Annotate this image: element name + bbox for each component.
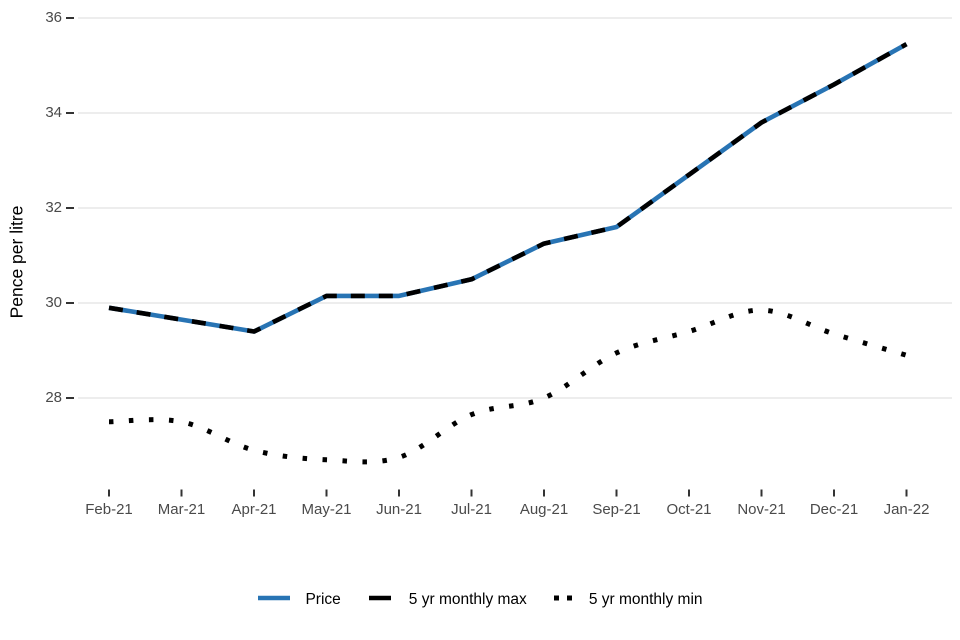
legend-label: 5 yr monthly max <box>408 591 527 608</box>
legend-label: Price <box>305 591 341 608</box>
legend-item-5-yr-monthly-min: 5 yr monthly min <box>551 591 703 609</box>
price-line <box>108 42 908 334</box>
min-line <box>108 307 908 465</box>
x-tick-label: Dec-21 <box>809 501 859 518</box>
y-tick-label: 36 <box>45 9 62 26</box>
legend-swatch <box>551 591 575 609</box>
max-line <box>108 42 908 334</box>
y-tick-label: 32 <box>45 199 62 216</box>
max-line-swatch-icon <box>368 595 391 601</box>
min-line-swatch-icon <box>553 595 573 601</box>
legend-label: 5 yr monthly min <box>588 591 703 608</box>
price-line-swatch-icon <box>258 595 291 601</box>
y-tick-label: 30 <box>45 294 62 311</box>
x-tick-label: Apr-21 <box>231 501 277 518</box>
x-tick-label: Nov-21 <box>737 501 786 518</box>
legend: Price 5 yr monthly max 5 yr monthly min <box>0 585 960 615</box>
x-tick-label: Jul-21 <box>451 501 492 518</box>
y-tick-label: 34 <box>45 104 62 121</box>
x-tick-label: Mar-21 <box>157 501 206 518</box>
x-tick-label: Aug-21 <box>519 501 569 518</box>
x-tick-label: Feb-21 <box>85 501 133 518</box>
x-tick-label: Jan-22 <box>883 501 930 518</box>
x-tick-label: Oct-21 <box>666 501 712 518</box>
legend-swatch <box>257 591 291 609</box>
legend-swatch <box>365 591 395 609</box>
legend-item-price: Price <box>257 591 341 609</box>
legend-item-5-yr-monthly-max: 5 yr monthly max <box>365 591 527 609</box>
x-tick-label: May-21 <box>301 501 352 518</box>
y-tick-label: 28 <box>45 389 62 406</box>
x-tick-label: Sep-21 <box>592 501 641 518</box>
x-tick-label: Jun-21 <box>376 501 422 518</box>
